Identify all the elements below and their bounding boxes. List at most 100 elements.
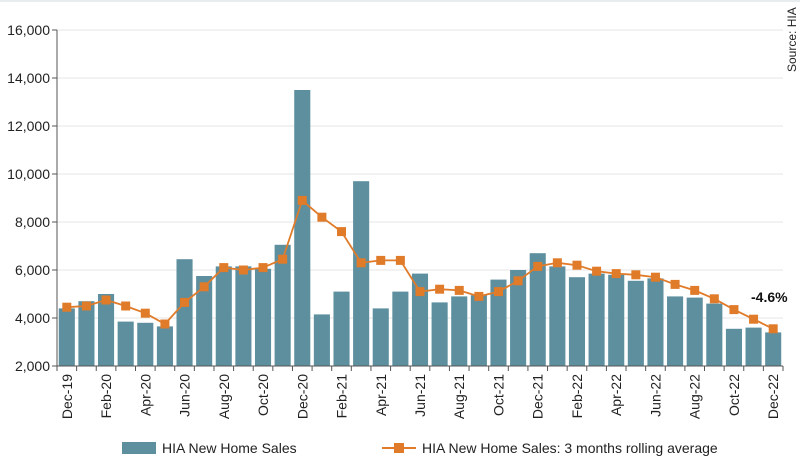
legend: HIA New Home Sales HIA New Home Sales: 3… <box>122 440 718 456</box>
marker-Apr-21 <box>376 255 386 265</box>
bar-Jul-21 <box>431 302 448 366</box>
marker-Mar-22 <box>592 266 602 276</box>
y-tick-label: 6,000 <box>15 262 50 278</box>
marker-Feb-22 <box>572 260 582 270</box>
marker-Sep-20 <box>238 265 248 275</box>
bar-Mar-20 <box>117 321 134 366</box>
x-tick-label: Aug-22 <box>687 374 703 419</box>
bar-May-21 <box>392 291 409 366</box>
marker-Feb-20 <box>101 295 111 305</box>
bar-Nov-20 <box>274 244 291 366</box>
annotation-label: -4.6% <box>751 289 788 305</box>
bar-Aug-21 <box>451 296 468 366</box>
y-tick-label: 16,000 <box>7 22 50 38</box>
marker-Sep-21 <box>474 291 484 301</box>
bar-Aug-20 <box>215 266 232 366</box>
marker-Aug-21 <box>454 285 464 295</box>
bar-Sep-20 <box>235 266 252 366</box>
bar-Jun-21 <box>411 273 429 366</box>
bar-Jun-20 <box>176 259 193 366</box>
bar-Nov-22 <box>745 327 762 366</box>
bar-Dec-19 <box>58 308 75 366</box>
marker-Feb-21 <box>337 227 347 237</box>
bar-Jan-20 <box>78 301 95 366</box>
marker-Jun-21 <box>415 287 425 297</box>
marker-Jan-22 <box>552 258 562 268</box>
y-tick-label: 8,000 <box>15 214 50 230</box>
source-label: Source: HIA <box>785 7 799 72</box>
marker-Apr-22 <box>611 269 621 279</box>
x-tick-label: Oct-22 <box>726 374 742 416</box>
x-tick-label: Feb-21 <box>334 374 350 419</box>
x-tick-label: Dec-20 <box>294 374 310 419</box>
x-tick-label: Dec-22 <box>765 374 781 419</box>
marker-Nov-20 <box>278 254 288 264</box>
line-series <box>62 195 778 334</box>
bar-Jun-22 <box>647 278 664 366</box>
bar-Feb-21 <box>333 291 350 366</box>
bar-Feb-22 <box>568 277 586 366</box>
marker-Dec-20 <box>297 195 307 205</box>
marker-Dec-22 <box>768 324 778 334</box>
x-tick-label: Apr-22 <box>608 374 624 416</box>
marker-Nov-21 <box>513 276 523 286</box>
marker-Jan-20 <box>81 301 91 311</box>
marker-Dec-19 <box>62 302 72 312</box>
legend-bar-label: HIA New Home Sales <box>162 440 297 456</box>
bar-Apr-21 <box>372 308 389 366</box>
marker-Jun-22 <box>650 272 660 282</box>
marker-Jul-20 <box>199 282 209 292</box>
bar-Sep-21 <box>470 295 487 366</box>
marker-Aug-20 <box>219 263 229 273</box>
x-tick-label: Feb-22 <box>569 374 585 419</box>
marker-Dec-21 <box>533 261 543 271</box>
marker-Oct-21 <box>493 287 503 297</box>
bar-Sep-22 <box>706 303 723 366</box>
bar-Oct-21 <box>490 279 507 366</box>
bar-Nov-21 <box>510 270 527 366</box>
bar-Jul-20 <box>196 276 213 366</box>
x-tick-label: Apr-20 <box>137 374 153 416</box>
marker-Nov-22 <box>749 314 759 324</box>
legend-marker-swatch <box>394 443 404 453</box>
marker-Mar-21 <box>356 258 366 268</box>
x-tick-label: Jun-22 <box>647 374 663 417</box>
bar-Dec-22 <box>765 332 782 366</box>
y-tick-label: 2,000 <box>15 358 50 374</box>
bar-Jan-21 <box>313 314 330 366</box>
x-tick-label: Aug-20 <box>216 374 232 419</box>
y-tick-label: 4,000 <box>15 310 50 326</box>
marker-Jul-21 <box>435 284 445 294</box>
x-tick-label: Aug-21 <box>451 374 467 419</box>
bar-Mar-21 <box>353 181 370 366</box>
marker-May-20 <box>160 319 170 329</box>
bar-Apr-22 <box>608 274 625 366</box>
marker-Apr-20 <box>140 308 150 318</box>
y-tick-label: 14,000 <box>7 70 50 86</box>
marker-Aug-22 <box>690 285 700 295</box>
x-tick-label: Oct-21 <box>490 374 506 416</box>
x-tick-label: Jun-21 <box>412 374 428 417</box>
marker-Mar-20 <box>121 301 131 311</box>
marker-May-22 <box>631 270 641 280</box>
marker-Jun-20 <box>180 297 190 307</box>
bar-Feb-20 <box>98 294 115 366</box>
x-tick-label: Dec-21 <box>530 374 546 419</box>
bar-Mar-22 <box>588 273 605 366</box>
bar-Apr-20 <box>137 322 154 366</box>
bar-Jul-22 <box>667 296 684 366</box>
bar-Jan-22 <box>549 266 566 366</box>
marker-Jan-21 <box>317 212 327 222</box>
bar-May-22 <box>627 280 644 366</box>
marker-Jul-22 <box>670 279 680 289</box>
bar-Aug-22 <box>686 297 703 366</box>
legend-bar-swatch <box>122 442 156 454</box>
marker-Oct-20 <box>258 263 268 273</box>
bar-series <box>58 90 782 366</box>
marker-May-21 <box>395 255 405 265</box>
x-tick-label: Oct-20 <box>255 374 271 416</box>
bar-Dec-21 <box>529 253 546 366</box>
bar-Oct-22 <box>725 328 742 366</box>
y-axis: 2,000 4,000 6,000 8,000 10,000 12,000 14,000 16… <box>7 22 58 374</box>
legend-line-label: HIA New Home Sales: 3 months rolling ave… <box>422 440 718 456</box>
